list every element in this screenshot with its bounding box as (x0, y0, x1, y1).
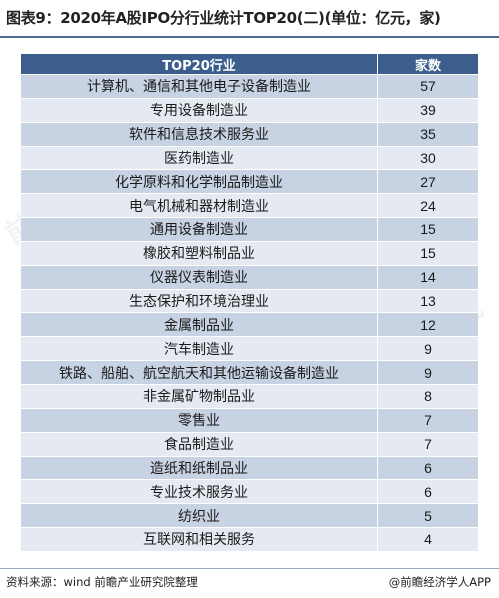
count-cell: 15 (420, 221, 436, 238)
industry-cell: 生态保护和环境治理业 (21, 289, 378, 313)
count-cell: 14 (420, 269, 436, 286)
count-cell: 24 (420, 197, 436, 214)
industry-cell: 软件和信息技术服务业 (21, 122, 378, 146)
table-row: 橡胶和塑料制品业 15 (21, 241, 478, 266)
industry-cell: 专用设备制造业 (21, 98, 378, 122)
table-row: 软件和信息技术服务业 35 (21, 122, 478, 147)
table-row: 汽车制造业 9 (21, 337, 478, 362)
industry-cell: 化学原料和化学制品制造业 (21, 170, 378, 194)
industry-cell: 通用设备制造业 (21, 218, 378, 241)
footer: 资料来源：wind 前瞻产业研究院整理 @前瞻经济学人APP (6, 573, 491, 591)
count-cell: 9 (424, 364, 432, 381)
count-cell: 5 (424, 507, 432, 524)
table-row: 专业技术服务业 6 (21, 480, 478, 505)
count-cell: 57 (420, 78, 436, 95)
count-cell: 27 (420, 173, 436, 190)
table-row: 铁路、船舶、航空航天和其他运输设备制造业 9 (21, 361, 478, 385)
industry-cell: 互联网和相关服务 (21, 528, 378, 551)
table-row: 计算机、通信和其他电子设备制造业 57 (21, 75, 478, 99)
header-industry: TOP20行业 (21, 54, 378, 74)
count-cell: 7 (424, 436, 432, 453)
industry-cell: 非金属矿物制品业 (21, 384, 378, 408)
table-row: 电气机械和器材制造业 24 (21, 194, 478, 219)
industry-cell: 汽车制造业 (21, 337, 378, 361)
brand-text: @前瞻经济学人APP (388, 575, 491, 589)
industry-cell: 仪器仪表制造业 (21, 265, 378, 289)
count-cell: 6 (424, 459, 432, 476)
table-row: 互联网和相关服务 4 (21, 528, 478, 552)
table-row: 仪器仪表制造业 14 (21, 265, 478, 290)
title-divider (0, 36, 499, 38)
count-cell: 30 (420, 149, 436, 166)
table-row: 生态保护和环境治理业 13 (21, 289, 478, 314)
count-cell: 12 (420, 316, 436, 333)
source-note: 资料来源：wind 前瞻产业研究院整理 (6, 575, 198, 589)
header-count: 家数 (414, 58, 441, 74)
industry-cell: 医药制造业 (21, 146, 378, 170)
industry-cell: 电气机械和器材制造业 (21, 194, 378, 218)
industry-cell: 造纸和纸制品业 (21, 456, 378, 480)
table-row: 非金属矿物制品业 8 (21, 384, 478, 409)
count-cell: 39 (420, 102, 436, 119)
table-body: 计算机、通信和其他电子设备制造业 57 专用设备制造业 39 软件和信息技术服务业 35 医… (21, 75, 478, 552)
table-row: 金属制品业 12 (21, 313, 478, 338)
brand: @前瞻经济学人APP (389, 574, 491, 590)
industry-cell: 金属制品业 (21, 313, 378, 337)
table-row: 专用设备制造业 39 (21, 98, 478, 123)
count-cell: 6 (424, 483, 432, 500)
table-row: 食品制造业 7 (21, 432, 478, 457)
table-header: TOP20行业 家数 (21, 54, 478, 75)
count-cell: 13 (420, 293, 436, 310)
table-row: 化学原料和化学制品制造业 27 (21, 170, 478, 195)
count-cell: 7 (424, 412, 432, 429)
table-row: 造纸和纸制品业 6 (21, 456, 478, 481)
industry-cell: 纺织业 (21, 504, 378, 528)
table-row: 医药制造业 30 (21, 146, 478, 171)
count-cell: 9 (424, 340, 432, 357)
page-title: 图表9：2020年A股IPO分行业统计TOP20(二)(单位：亿元，家) (6, 9, 441, 27)
industry-cell: 计算机、通信和其他电子设备制造业 (21, 75, 378, 98)
footer-divider (0, 568, 499, 569)
table-row: 通用设备制造业 15 (21, 218, 478, 242)
industry-cell: 零售业 (21, 408, 378, 432)
table-row: 零售业 7 (21, 408, 478, 433)
industry-table: TOP20行业 家数 计算机、通信和其他电子设备制造业 57 专用设备制造业 39 软件… (21, 54, 478, 552)
industry-cell: 专业技术服务业 (21, 480, 378, 504)
industry-cell: 铁路、船舶、航空航天和其他运输设备制造业 (21, 361, 378, 384)
count-cell: 8 (424, 388, 432, 405)
count-cell: 15 (420, 245, 436, 262)
count-cell: 35 (420, 126, 436, 143)
count-cell: 4 (424, 531, 432, 548)
table-row: 纺织业 5 (21, 504, 478, 529)
industry-cell: 食品制造业 (21, 432, 378, 456)
industry-cell: 橡胶和塑料制品业 (21, 241, 378, 265)
